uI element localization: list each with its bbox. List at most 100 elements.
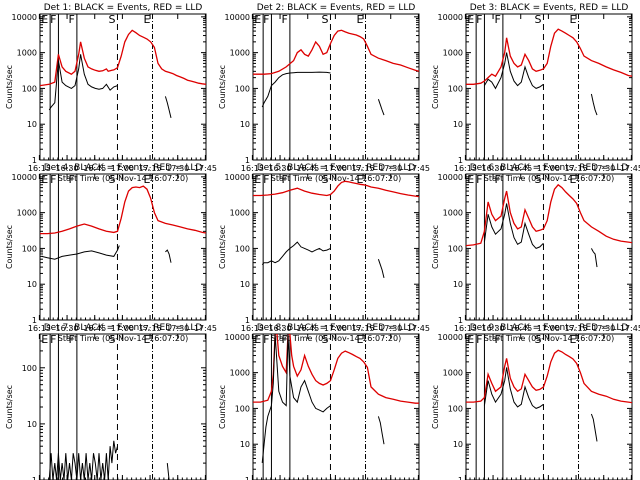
marker-label: S xyxy=(108,333,115,346)
marker-label: E xyxy=(41,13,48,26)
marker-label: S xyxy=(534,13,541,26)
marker-label: E xyxy=(41,333,48,346)
marker-label: E xyxy=(254,333,261,346)
panel-det-6: Det 6: BLACK = Events, RED = LLD 1 10 100 10… xyxy=(431,163,640,343)
marker-label: F xyxy=(69,333,75,346)
y-tick-label: 100 xyxy=(22,364,37,373)
x-tick-label: 17:15 xyxy=(565,324,588,333)
y-tick-label: 10 xyxy=(27,420,37,429)
x-tick-label: 16:45 xyxy=(83,324,106,333)
x-tick-label: 16:30 xyxy=(269,324,292,333)
y-axis-label: Counts/sec xyxy=(431,225,440,269)
x-tick-label: 17:30 xyxy=(379,164,402,173)
x-tick-label: 17:00 xyxy=(324,164,347,173)
panel-title: Det 2: BLACK = Events, RED = LLD xyxy=(257,3,416,13)
x-tick-label: 16:15 xyxy=(454,164,477,173)
events-series-line xyxy=(48,440,118,480)
x-tick-label: 17:15 xyxy=(352,164,375,173)
events-series-line xyxy=(164,96,172,119)
x-axis-label: Start Time (05-Nov-14 16:07:20) xyxy=(58,334,188,343)
lld-series-line xyxy=(40,29,206,87)
x-tick-label: 17:45 xyxy=(620,324,640,333)
marker-label: S xyxy=(321,13,328,26)
marker-label: F xyxy=(282,333,288,346)
y-tick-label: 100 xyxy=(235,404,250,413)
panel-det-8: Det 8: BLACK = Events, RED = LLD 1 10 100 10… xyxy=(218,323,420,480)
marker-label: S xyxy=(534,333,541,346)
y-tick-label: 10000 xyxy=(438,173,463,182)
y-axis-label: Counts/sec xyxy=(5,65,14,109)
events-series-line xyxy=(261,241,331,266)
x-tick-label: 17:30 xyxy=(379,324,402,333)
y-tick-label: 1000 xyxy=(230,209,250,218)
y-tick-label: 1 xyxy=(245,316,250,325)
x-axis-label: Start Time (05-Nov-14 16:07:20) xyxy=(271,174,401,183)
marker-label: F xyxy=(282,13,288,26)
y-tick-label: 100 xyxy=(22,244,37,253)
events-series-line xyxy=(41,245,120,260)
marker-label: E xyxy=(467,333,474,346)
y-axis-label: Counts/sec xyxy=(431,65,440,109)
y-tick-label: 1000 xyxy=(443,369,463,378)
y-tick-label: 1 xyxy=(458,316,463,325)
x-tick-label: 16:45 xyxy=(296,324,319,333)
panel-title: Det 1: BLACK = Events, RED = LLD xyxy=(44,3,203,13)
lld-series-line xyxy=(40,185,206,235)
marker-label: E xyxy=(570,13,577,26)
x-tick-label: 16:15 xyxy=(241,324,264,333)
events-series-line xyxy=(377,416,385,445)
marker-label: F xyxy=(495,173,501,186)
x-axis-label: Start Time (05-Nov-14 16:07:20) xyxy=(484,174,614,183)
x-axis-label: Start Time (05-Nov-14 16:07:20) xyxy=(271,334,401,343)
x-tick-label: 16:45 xyxy=(509,164,532,173)
y-tick-label: 100 xyxy=(448,84,463,93)
marker-label: E xyxy=(144,333,151,346)
events-series-line xyxy=(483,367,544,409)
events-series-line xyxy=(377,99,385,116)
marker-label: E xyxy=(254,173,261,186)
x-tick-label: 17:45 xyxy=(194,164,217,173)
y-tick-label: 10 xyxy=(240,440,250,449)
y-axis-label: Counts/sec xyxy=(5,385,14,429)
x-tick-label: 16:15 xyxy=(28,164,51,173)
marker-label: E xyxy=(357,333,364,346)
y-tick-label: 1000 xyxy=(230,369,250,378)
x-tick-label: 17:45 xyxy=(407,164,430,173)
x-tick-label: 17:00 xyxy=(111,164,134,173)
events-series-line xyxy=(48,54,118,111)
x-tick-label: 16:15 xyxy=(241,164,264,173)
events-series-line xyxy=(165,249,172,263)
y-tick-label: 10000 xyxy=(438,13,463,22)
marker-label: F xyxy=(263,333,269,346)
x-tick-label: 17:45 xyxy=(407,324,430,333)
y-tick-label: 1000 xyxy=(443,49,463,58)
events-series-line xyxy=(483,203,544,249)
y-tick-label: 10000 xyxy=(12,173,37,182)
x-tick-label: 17:30 xyxy=(592,324,615,333)
x-tick-label: 16:45 xyxy=(296,164,319,173)
y-tick-label: 10 xyxy=(453,440,463,449)
x-tick-label: 17:30 xyxy=(592,164,615,173)
panel-det-4: Det 4: BLACK = Events, RED = LLD 1 10 100 10… xyxy=(5,163,217,343)
panel-det-2: Det 2: BLACK = Events, RED = LLD 1 10 100 10… xyxy=(218,3,430,183)
panel-title: Det 5: BLACK = Events, RED = LLD xyxy=(257,163,416,173)
y-tick-label: 10 xyxy=(27,280,37,289)
x-tick-label: 17:45 xyxy=(194,324,217,333)
events-series-line xyxy=(166,463,170,480)
y-tick-label: 1 xyxy=(458,156,463,165)
y-tick-label: 1 xyxy=(32,316,37,325)
marker-label: S xyxy=(108,173,115,186)
y-axis-label: Counts/sec xyxy=(218,65,227,109)
x-tick-label: 17:30 xyxy=(166,164,189,173)
marker-label: F xyxy=(50,173,56,186)
x-tick-label: 17:45 xyxy=(620,164,640,173)
events-series-line xyxy=(590,413,598,442)
events-series-line xyxy=(377,259,385,279)
marker-label: S xyxy=(321,173,328,186)
lld-series-line xyxy=(253,334,419,404)
x-tick-label: 16:30 xyxy=(482,324,505,333)
marker-label: F xyxy=(50,13,56,26)
y-tick-label: 10000 xyxy=(225,333,250,342)
y-axis-label: Counts/sec xyxy=(431,385,440,429)
